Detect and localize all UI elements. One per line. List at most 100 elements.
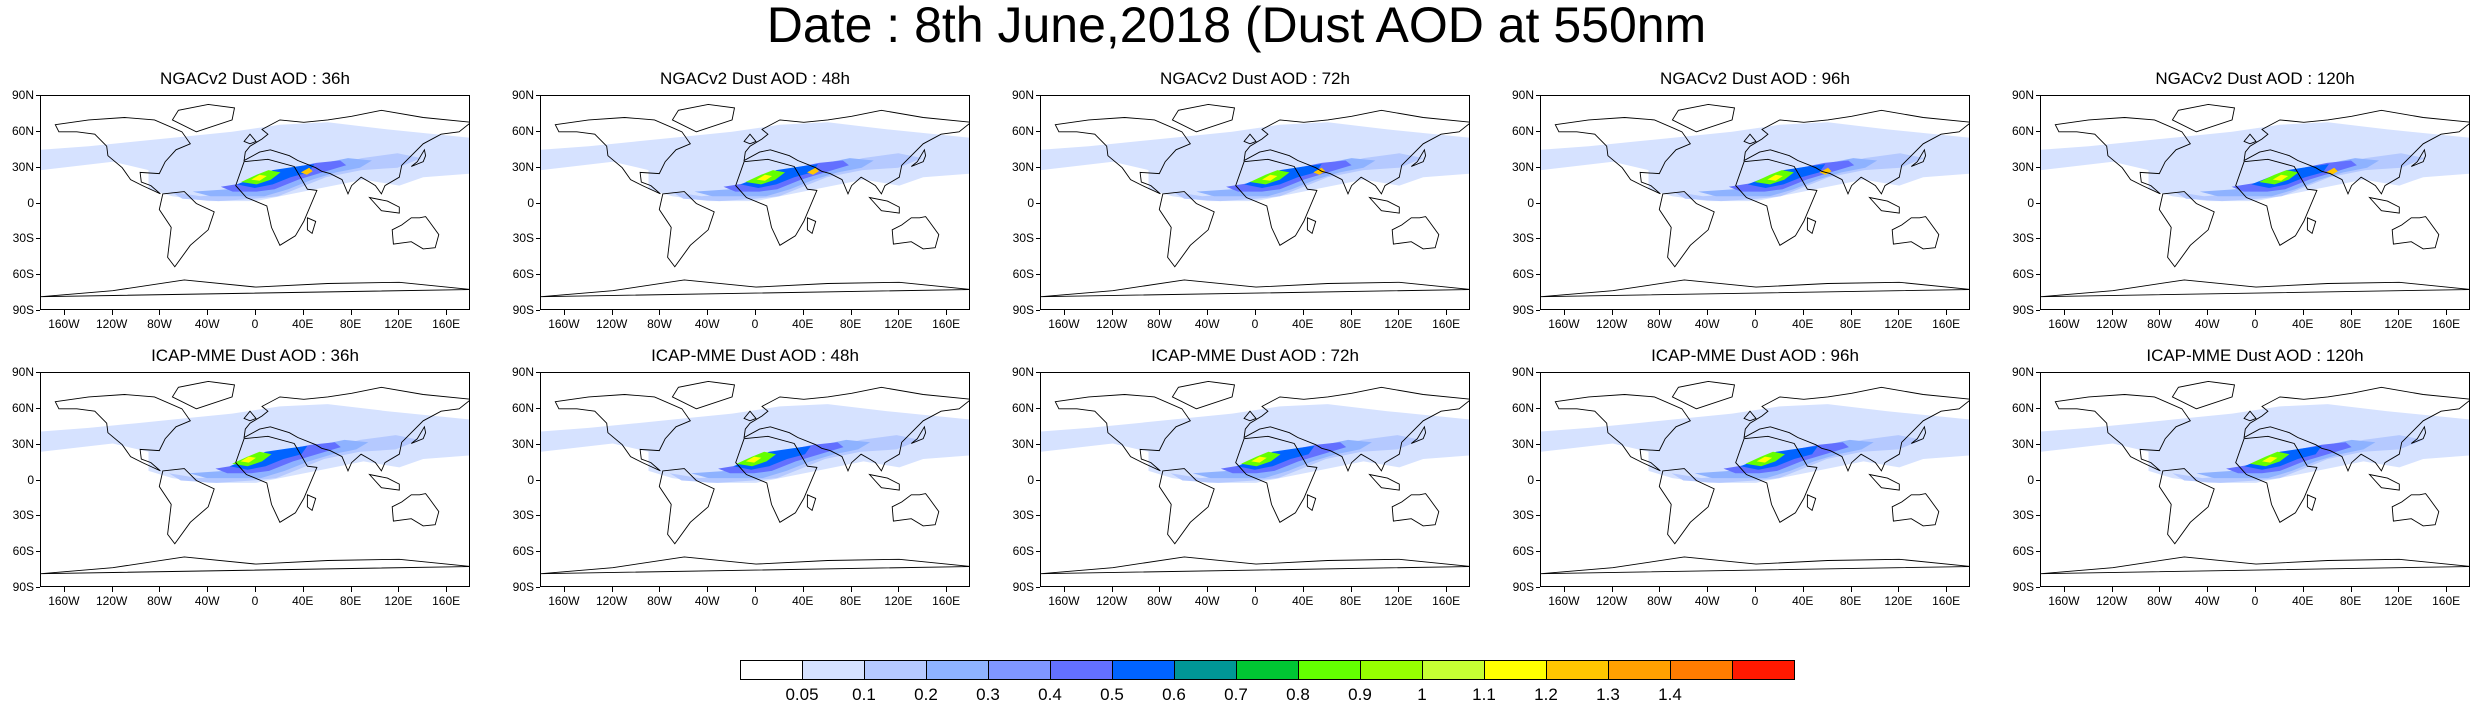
lat-tick-label: 90S bbox=[12, 303, 34, 317]
lon-tick bbox=[1302, 310, 1304, 315]
coastline bbox=[2368, 473, 2400, 491]
lon-tick-label: 120E bbox=[2384, 317, 2413, 331]
dust-aod-map bbox=[1041, 380, 1469, 575]
lon-tick-label: 40W bbox=[2194, 317, 2220, 331]
lon-tick-label: 80E bbox=[339, 594, 362, 608]
coastline bbox=[2235, 435, 2318, 523]
lon-tick-label: 120E bbox=[1384, 317, 1413, 331]
lon-tick-label: 0 bbox=[251, 317, 259, 331]
lon-tick-label: 80W bbox=[2147, 594, 2172, 608]
panel-title: NGACv2 Dust AOD : 96h bbox=[1660, 69, 1850, 88]
map-frame bbox=[1040, 372, 1470, 587]
lat-tick bbox=[1536, 202, 1540, 204]
lon-tick bbox=[2111, 587, 2113, 592]
lat-tick bbox=[536, 95, 540, 96]
lon-tick bbox=[1398, 587, 1400, 592]
coastline bbox=[1368, 196, 1400, 214]
coastline bbox=[243, 410, 257, 422]
lat-tick-label: 0 bbox=[27, 472, 34, 487]
lat-tick-label: 30S bbox=[2012, 508, 2034, 523]
coastline bbox=[1158, 191, 1215, 268]
coastline bbox=[1243, 133, 1257, 145]
lon-tick-label: 40E bbox=[1292, 317, 1314, 331]
lon-tick-label: 80E bbox=[839, 594, 862, 608]
coastline bbox=[806, 217, 817, 235]
coastline bbox=[368, 196, 400, 214]
lat-tick bbox=[1036, 407, 1040, 409]
coastline bbox=[1541, 556, 1969, 575]
coastline bbox=[911, 425, 927, 444]
lon-tick bbox=[1255, 310, 1256, 315]
main-title: Date : 8th June,2018 (Dust AOD at 550nm bbox=[766, 0, 1707, 53]
lon-tick bbox=[946, 310, 948, 315]
colorbar-label: 0.6 bbox=[1162, 685, 1186, 704]
lon-tick-label: 80E bbox=[839, 317, 862, 331]
lat-tick-label: 60N bbox=[11, 123, 34, 138]
lat-tick bbox=[1536, 95, 1540, 96]
lon-tick-label: 0 bbox=[1751, 594, 1759, 608]
lat-tick-label: 60S bbox=[1012, 544, 1034, 559]
map-panel: NGACv2 Dust AOD : 96h 90N 60N 30N 0 30S 60S 90S… bbox=[1500, 69, 1985, 339]
coastline bbox=[2306, 217, 2317, 235]
colorbar-label: 0.1 bbox=[852, 685, 876, 704]
coastline bbox=[1806, 494, 1817, 512]
lat-tick-label: 30S bbox=[12, 231, 34, 246]
lat-tick bbox=[1536, 310, 1540, 311]
lon-tick-label: 40E bbox=[292, 317, 314, 331]
dust-aod-map bbox=[541, 103, 969, 298]
lat-tick-label: 30S bbox=[1512, 231, 1534, 246]
lat-tick bbox=[536, 443, 540, 445]
coastline bbox=[41, 556, 469, 575]
lat-tick-label: 30N bbox=[11, 436, 34, 451]
lon-tick-label: 120E bbox=[1884, 317, 1913, 331]
lon-tick bbox=[659, 310, 661, 315]
lon-tick-label: 160W bbox=[548, 317, 580, 331]
colorbar-swatch bbox=[1546, 660, 1609, 680]
lon-tick bbox=[611, 310, 613, 315]
lon-tick bbox=[1111, 310, 1113, 315]
lon-tick bbox=[1159, 587, 1161, 592]
coastline bbox=[2243, 109, 2469, 196]
lat-tick bbox=[2036, 274, 2040, 276]
coastline bbox=[171, 103, 236, 133]
lon-tick-label: 80E bbox=[1339, 317, 1362, 331]
lat-tick-label: 90N bbox=[511, 365, 534, 379]
lat-tick-label: 90N bbox=[2011, 88, 2034, 102]
lat-tick bbox=[2036, 372, 2040, 373]
lon-tick-label: 80W bbox=[147, 317, 172, 331]
coastline bbox=[1743, 386, 1969, 473]
coastline bbox=[1158, 468, 1215, 545]
lat-tick-label: 90S bbox=[12, 580, 34, 594]
lon-tick bbox=[611, 587, 613, 592]
lon-tick-label: 40W bbox=[194, 594, 220, 608]
lat-tick-label: 60S bbox=[2012, 544, 2034, 559]
lat-tick-label: 30N bbox=[1011, 436, 1034, 451]
lon-tick bbox=[1563, 310, 1565, 315]
lat-tick-label: 0 bbox=[1027, 195, 1034, 210]
colorbar-swatch bbox=[1670, 660, 1733, 680]
lat-tick-label: 30N bbox=[511, 436, 534, 451]
lon-tick bbox=[1850, 310, 1852, 315]
lon-tick bbox=[1611, 587, 1613, 592]
lon-tick-label: 40W bbox=[2194, 594, 2220, 608]
coastline bbox=[1411, 148, 1427, 167]
lon-tick bbox=[659, 587, 661, 592]
lon-tick bbox=[802, 310, 804, 315]
lat-tick-label: 30S bbox=[1012, 508, 1034, 523]
lon-tick-label: 80W bbox=[2147, 317, 2172, 331]
lon-tick-label: 120E bbox=[384, 317, 413, 331]
coastline bbox=[1891, 493, 1940, 527]
lon-tick bbox=[1255, 587, 1256, 592]
map-panel: ICAP-MME Dust AOD : 120h 90N 60N 30N 0 30S 60S… bbox=[2000, 346, 2473, 616]
coastline bbox=[243, 386, 469, 473]
lon-tick-label: 160W bbox=[1048, 317, 1080, 331]
lon-tick-label: 0 bbox=[2251, 594, 2259, 608]
lon-tick bbox=[1063, 587, 1065, 592]
aod-contour-fill bbox=[1262, 174, 1278, 181]
coastline bbox=[1054, 117, 1191, 195]
lon-tick-label: 80W bbox=[147, 594, 172, 608]
colorbar-label: 0.05 bbox=[785, 685, 819, 704]
lon-tick bbox=[302, 310, 304, 315]
dust-aod-map bbox=[41, 380, 469, 575]
colorbar-label: 0.4 bbox=[1038, 685, 1062, 704]
